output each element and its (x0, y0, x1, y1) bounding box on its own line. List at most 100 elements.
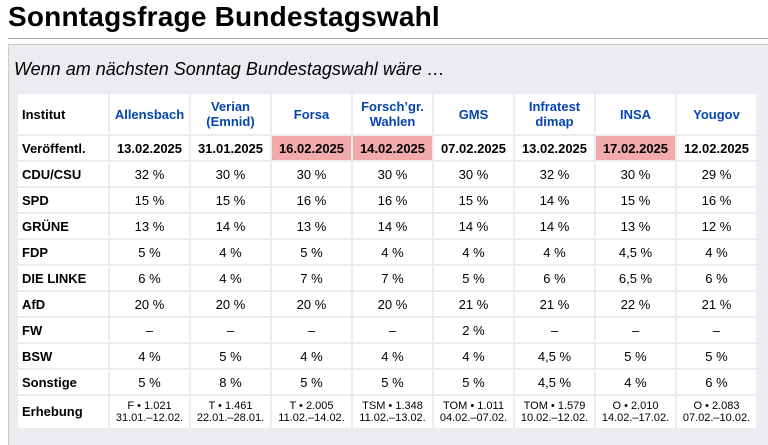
poll-value-cell: 6 % (677, 266, 756, 290)
poll-value-cell: 4 % (677, 240, 756, 264)
party-row: GRÜNE 13 % 14 % 13 % 14 % 14 % 14 % 13 % 12 % (18, 214, 756, 238)
poll-value-cell: 4 % (110, 344, 189, 368)
poll-value-cell: 5 % (353, 370, 432, 394)
poll-value-cell: 20 % (272, 292, 351, 316)
institute-header-cell: Infratest dimap (515, 94, 594, 134)
poll-value-cell: 13 % (596, 214, 675, 238)
poll-value-cell: 13 % (272, 214, 351, 238)
institute-link-gms[interactable]: GMS (458, 106, 489, 122)
institute-link-infratest-dimap[interactable]: Infratest dimap (528, 99, 581, 129)
erhebung-cell: TSM • 1.348 11.02.–13.02. (353, 396, 432, 428)
poll-value-cell: 16 % (677, 188, 756, 212)
institute-header-cell: GMS (434, 94, 513, 134)
poll-value-cell: 15 % (434, 188, 513, 212)
title-divider (8, 38, 768, 39)
poll-value-cell: 14 % (434, 214, 513, 238)
party-label: CDU/CSU (18, 162, 108, 186)
poll-value-cell: 14 % (515, 188, 594, 212)
institute-header-cell: Forsch’gr. Wahlen (353, 94, 432, 134)
poll-value-cell: 4,5 % (596, 240, 675, 264)
poll-value-cell: 15 % (596, 188, 675, 212)
poll-value-cell: 5 % (434, 266, 513, 290)
poll-value-cell: 4 % (191, 240, 270, 264)
poll-value-cell: 4 % (272, 344, 351, 368)
poll-value-cell: 4 % (353, 240, 432, 264)
poll-value-cell: 21 % (434, 292, 513, 316)
poll-value-cell: 21 % (515, 292, 594, 316)
institute-link-allensbach[interactable]: Allensbach (114, 106, 185, 122)
poll-value-cell: 30 % (272, 162, 351, 186)
poll-value-cell: 29 % (677, 162, 756, 186)
institute-link-forschungsgruppe-wahlen[interactable]: Forsch’gr. Wahlen (361, 99, 424, 129)
erhebung-cell: TOM • 1.579 10.02.–12.02. (515, 396, 594, 428)
party-label: AfD (18, 292, 108, 316)
poll-value-cell: 4,5 % (515, 344, 594, 368)
poll-value-cell: 5 % (434, 370, 513, 394)
poll-value-cell: 4 % (191, 266, 270, 290)
party-row: SPD 15 % 15 % 16 % 16 % 15 % 14 % 15 % 16 % (18, 188, 756, 212)
poll-value-cell: 5 % (596, 344, 675, 368)
erhebung-period: 10.02.–12.02. (520, 412, 589, 424)
institute-link-verian[interactable]: Verian (Emnid) (206, 99, 255, 129)
institute-link-insa[interactable]: INSA (619, 106, 652, 122)
erhebung-method-sample: TOM • 1.579 (523, 400, 586, 412)
published-date: 16.02.2025 (272, 136, 351, 160)
poll-value-cell: 30 % (191, 162, 270, 186)
erhebung-method-sample: TOM • 1.011 (443, 400, 504, 412)
poll-value-cell: 4,5 % (515, 370, 594, 394)
party-label: SPD (18, 188, 108, 212)
poll-value-cell: 13 % (110, 214, 189, 238)
erhebung-method-sample: TSM • 1.348 (362, 400, 423, 412)
erhebung-period: 22.01.–28.01. (196, 412, 265, 424)
party-row: CDU/CSU 32 % 30 % 30 % 30 % 30 % 32 % 30 % 29 % (18, 162, 756, 186)
poll-value-cell: 20 % (110, 292, 189, 316)
poll-value-cell: 22 % (596, 292, 675, 316)
erhebung-cell: O • 2.083 07.02.–10.02. (677, 396, 756, 428)
poll-value-cell: 30 % (596, 162, 675, 186)
erhebung-period: 11.02.–14.02. (278, 412, 345, 424)
poll-value-cell: 4 % (353, 344, 432, 368)
poll-value-cell: 20 % (191, 292, 270, 316)
erhebung-method-sample: F • 1.021 (127, 400, 172, 412)
poll-value-cell: 14 % (515, 214, 594, 238)
poll-value-cell: 14 % (353, 214, 432, 238)
erhebung-period: 11.02.–13.02. (359, 412, 426, 424)
erhebung-method-sample: O • 2.010 (612, 400, 659, 412)
poll-value-cell: 5 % (272, 240, 351, 264)
erhebung-cell: O • 2.010 14.02.–17.02. (596, 396, 675, 428)
poll-value-cell: 21 % (677, 292, 756, 316)
party-label: FDP (18, 240, 108, 264)
erhebung-cell: TOM • 1.011 04.02.–07.02. (434, 396, 513, 428)
poll-value-cell: 5 % (272, 370, 351, 394)
party-row: BSW 4 % 5 % 4 % 4 % 4 % 4,5 % 5 % 5 % (18, 344, 756, 368)
party-label: GRÜNE (18, 214, 108, 238)
poll-value-cell: 4 % (434, 344, 513, 368)
institute-header-cell: INSA (596, 94, 675, 134)
erhebung-cell: T • 2.005 11.02.–14.02. (272, 396, 351, 428)
poll-value-cell: 8 % (191, 370, 270, 394)
party-row: FW – – – –2 % – – – (18, 318, 756, 342)
party-row: DIE LINKE 6 % 4 % 7 % 7 % 5 % 6 % 6,5 % 6 % (18, 266, 756, 290)
poll-value-cell: 4 % (515, 240, 594, 264)
party-label: FW (18, 318, 108, 342)
poll-value-cell: 20 % (353, 292, 432, 316)
institute-header-cell: Allensbach (110, 94, 189, 134)
poll-value-cell: 30 % (353, 162, 432, 186)
institute-link-yougov[interactable]: Yougov (693, 106, 740, 122)
poll-value-cell: 15 % (191, 188, 270, 212)
erhebung-method-sample: T • 1.461 (208, 400, 253, 412)
published-row: Veröffentl. 13.02.2025 31.01.2025 16.02.… (18, 136, 756, 160)
erhebung-period: 04.02.–07.02. (439, 412, 508, 424)
poll-value-cell: 16 % (272, 188, 351, 212)
institute-link-forsa[interactable]: Forsa (293, 106, 330, 122)
poll-value-cell: 4 % (434, 240, 513, 264)
poll-value-cell: 5 % (191, 344, 270, 368)
poll-value-cell: 5 % (677, 344, 756, 368)
poll-value-cell: 16 % (353, 188, 432, 212)
erhebung-method-sample: T • 2.005 (289, 400, 334, 412)
erhebung-label: Erhebung (18, 396, 108, 428)
poll-value-cell: 5 % (110, 240, 189, 264)
published-date: 13.02.2025 (110, 136, 189, 160)
poll-value-cell: – (272, 318, 351, 342)
institute-header-row: Institut Allensbach Verian (Emnid) Forsa … (18, 94, 756, 134)
